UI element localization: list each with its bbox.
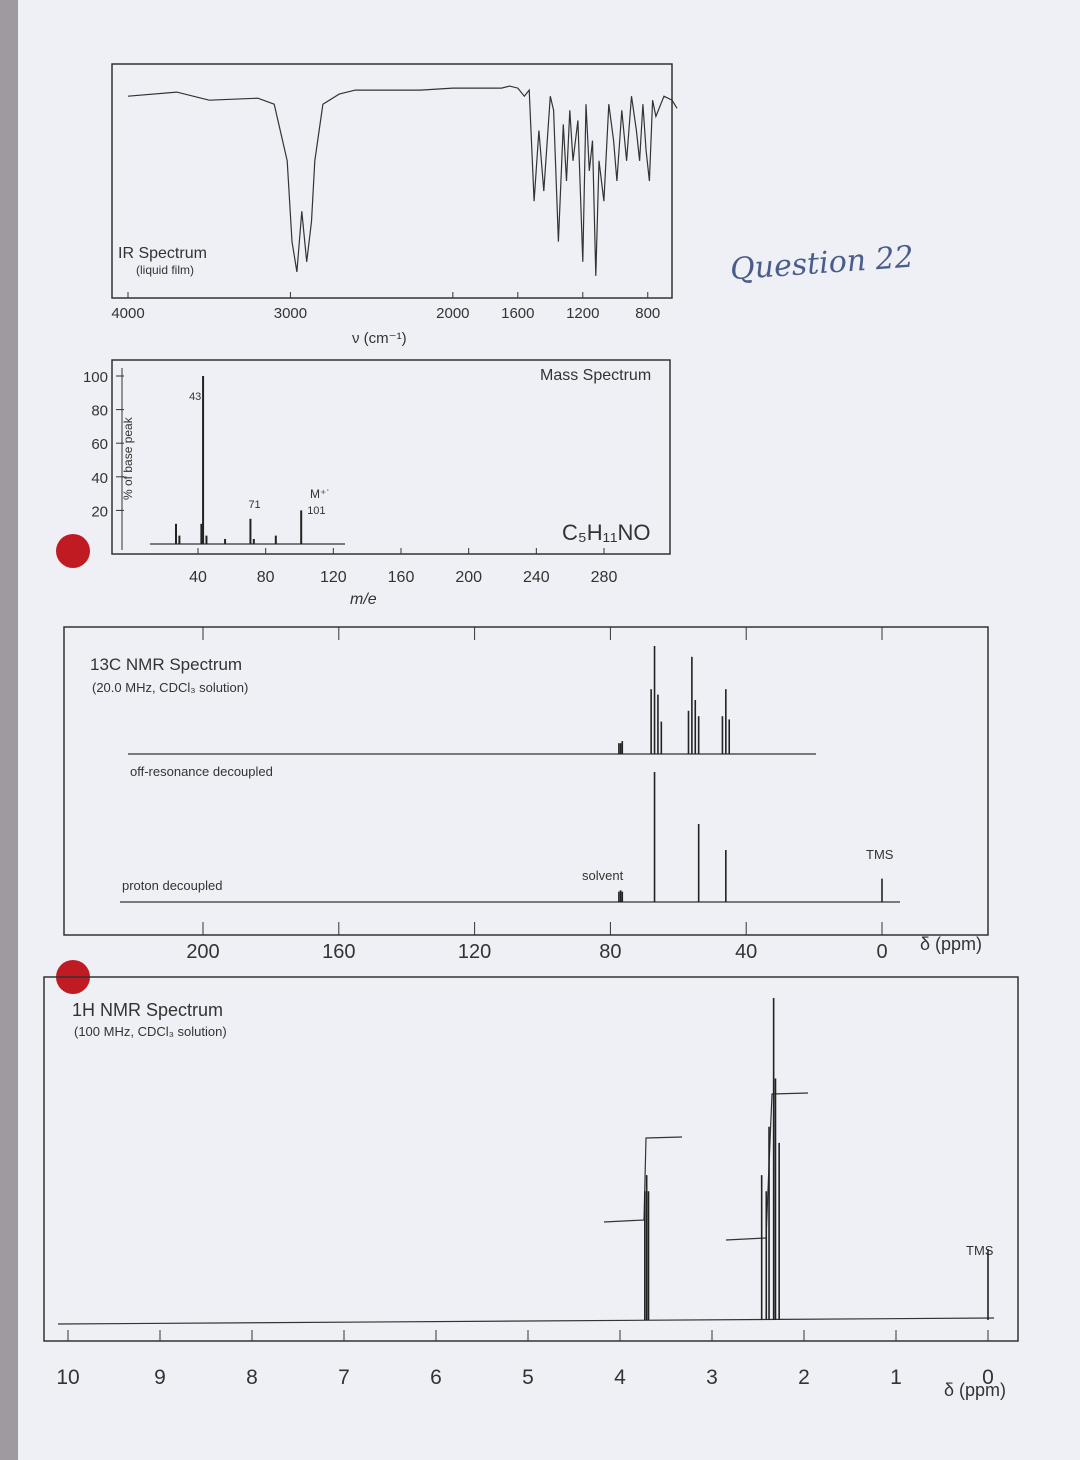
- ms-x-tick-label: 120: [320, 569, 347, 586]
- ir-x-tick-label: 2000: [436, 305, 469, 322]
- c13-x-tick-label: 160: [322, 941, 355, 963]
- ms-peak-label: 43: [189, 391, 201, 403]
- ms-y-tick-label: 60: [91, 436, 108, 453]
- c13-tms-label: TMS: [866, 847, 894, 862]
- ms-formula: C₅H₁₁NO: [562, 520, 650, 545]
- ms-title: Mass Spectrum: [540, 367, 651, 384]
- h1-tms-label: TMS: [966, 1243, 994, 1258]
- h1-x-tick-label: 6: [430, 1366, 442, 1389]
- ir-x-tick-label: 3000: [274, 305, 307, 322]
- h1-x-tick-label: 7: [338, 1366, 350, 1389]
- worksheet-page: [18, 0, 1080, 1460]
- h1-x-tick-label: 9: [154, 1366, 166, 1389]
- ms-x-tick-label: 80: [257, 569, 275, 586]
- h1-x-tick-label: 10: [56, 1366, 79, 1389]
- h1-x-axis-label: δ (ppm): [944, 1380, 1006, 1400]
- ms-peak-label: 101: [307, 505, 325, 517]
- ir-x-axis-label: ν (cm⁻¹): [352, 330, 407, 347]
- ir-spectrum-trace: [127, 85, 678, 276]
- h1-subtitle: (100 MHz, CDCl₃ solution): [74, 1024, 227, 1039]
- ir-title: IR Spectrum: [118, 245, 207, 262]
- c13-series-proton-decoupled: proton decoupled: [122, 878, 222, 893]
- ms-y-tick-label: 80: [91, 403, 108, 420]
- h1-x-tick-label: 1: [890, 1366, 902, 1389]
- ms-x-tick-label: 200: [455, 569, 482, 586]
- ir-subtitle: (liquid film): [136, 263, 194, 277]
- binder-hole: [56, 534, 90, 568]
- h1-nmr-panel: 1H NMR Spectrum (100 MHz, CDCl₃ solution…: [43, 976, 1019, 1400]
- h1-x-tick-label: 4: [614, 1366, 626, 1389]
- h1-x-tick-label: 3: [706, 1366, 718, 1389]
- ms-y-tick-label: 20: [91, 503, 108, 520]
- ms-x-tick-label: 280: [591, 569, 618, 586]
- ms-x-tick-label: 160: [388, 569, 415, 586]
- ms-peak-label: 71: [248, 499, 260, 511]
- c13-x-tick-label: 80: [599, 941, 621, 963]
- h1-x-tick-label: 2: [798, 1366, 810, 1389]
- c13-solvent-label: solvent: [582, 868, 624, 883]
- mass-spectrum-panel: Mass Spectrum C₅H₁₁NO m/e % of base peak…: [83, 359, 671, 608]
- c13-x-tick-label: 40: [735, 941, 757, 963]
- c13-nmr-panel: 13C NMR Spectrum (20.0 MHz, CDCl₃ soluti…: [63, 626, 989, 963]
- c13-x-tick-label: 200: [186, 941, 219, 963]
- ms-x-tick-label: 240: [523, 569, 550, 586]
- c13-series-off-resonance: off-resonance decoupled: [130, 764, 273, 779]
- h1-x-tick-label: 0: [982, 1366, 994, 1389]
- c13-x-tick-label: 0: [876, 941, 887, 963]
- c13-title: 13C NMR Spectrum: [90, 655, 242, 674]
- c13-x-tick-label: 120: [458, 941, 491, 963]
- c13-x-axis-label: δ (ppm): [920, 934, 982, 954]
- ms-x-tick-label: 40: [189, 569, 207, 586]
- ms-molecular-ion-label: M⁺˙: [310, 487, 330, 501]
- h1-baseline: [57, 1317, 995, 1325]
- ms-y-tick-label: 40: [91, 470, 108, 487]
- ir-x-tick-label: 1200: [566, 305, 599, 322]
- ir-x-tick-label: 4000: [111, 305, 144, 322]
- ir-x-tick-label: 1600: [501, 305, 534, 322]
- h1-x-tick-label: 8: [246, 1366, 258, 1389]
- ms-y-tick-label: 100: [83, 369, 108, 386]
- c13-subtitle: (20.0 MHz, CDCl₃ solution): [92, 680, 248, 695]
- h1-title: 1H NMR Spectrum: [72, 1000, 223, 1020]
- ir-spectrum-panel: IR Spectrum (liquid film) ν (cm⁻¹) 4000 3…: [111, 63, 678, 347]
- h1-x-tick-label: 5: [522, 1366, 534, 1389]
- ms-y-axis-label: % of base peak: [121, 416, 135, 500]
- ms-x-axis-label: m/e: [350, 591, 377, 608]
- h1-integral-a: [603, 1136, 683, 1223]
- ir-x-tick-label: 800: [635, 305, 660, 322]
